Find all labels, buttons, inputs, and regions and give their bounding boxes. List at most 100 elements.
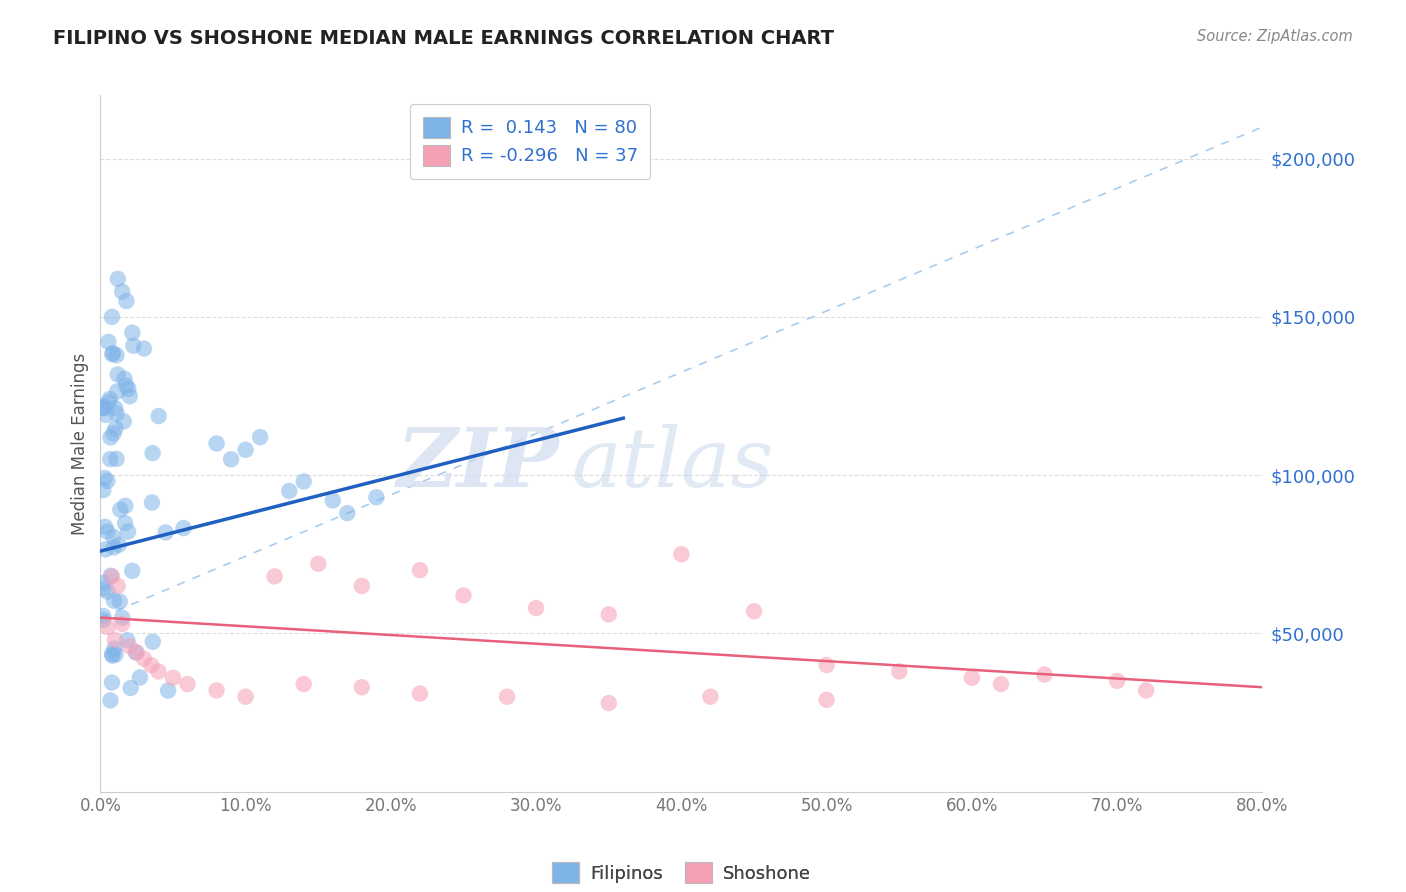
- Point: [141, 658, 163, 673]
- Point: [105, 348, 128, 362]
- Point: [98, 392, 121, 406]
- Point: [91, 483, 114, 497]
- Point: [101, 346, 124, 360]
- Point: [148, 665, 170, 679]
- Point: [292, 475, 315, 489]
- Point: [117, 633, 139, 648]
- Point: [100, 569, 122, 583]
- Text: atlas: atlas: [571, 425, 773, 504]
- Point: [103, 593, 125, 607]
- Point: [114, 499, 136, 513]
- Point: [104, 401, 127, 415]
- Point: [118, 639, 141, 653]
- Point: [278, 483, 301, 498]
- Point: [141, 495, 163, 509]
- Point: [1033, 667, 1056, 681]
- Point: [496, 690, 519, 704]
- Point: [91, 613, 114, 627]
- Point: [111, 616, 134, 631]
- Point: [101, 310, 124, 324]
- Point: [100, 693, 122, 707]
- Point: [111, 285, 134, 299]
- Point: [93, 400, 115, 414]
- Text: ZIP: ZIP: [396, 425, 560, 504]
- Point: [125, 645, 148, 659]
- Point: [205, 683, 228, 698]
- Point: [336, 506, 359, 520]
- Point: [176, 677, 198, 691]
- Point: [815, 693, 838, 707]
- Text: FILIPINO VS SHOSHONE MEDIAN MALE EARNINGS CORRELATION CHART: FILIPINO VS SHOSHONE MEDIAN MALE EARNING…: [53, 29, 834, 47]
- Point: [101, 569, 124, 583]
- Point: [96, 524, 118, 539]
- Point: [103, 530, 125, 544]
- Point: [101, 648, 124, 663]
- Point: [97, 620, 120, 634]
- Point: [94, 520, 117, 534]
- Point: [97, 584, 120, 599]
- Point: [97, 334, 120, 349]
- Point: [121, 326, 143, 340]
- Point: [107, 579, 129, 593]
- Point: [91, 582, 114, 596]
- Point: [1107, 673, 1129, 688]
- Point: [142, 634, 165, 648]
- Point: [101, 347, 124, 361]
- Point: [249, 430, 271, 444]
- Point: [157, 683, 180, 698]
- Point: [117, 524, 139, 539]
- Point: [118, 389, 141, 403]
- Point: [671, 547, 693, 561]
- Point: [114, 516, 136, 530]
- Point: [100, 430, 122, 444]
- Text: Source: ZipAtlas.com: Source: ZipAtlas.com: [1197, 29, 1353, 44]
- Point: [91, 401, 114, 416]
- Point: [598, 607, 620, 622]
- Point: [96, 474, 118, 488]
- Point: [104, 648, 127, 662]
- Point: [889, 665, 911, 679]
- Point: [108, 538, 131, 552]
- Point: [148, 409, 170, 423]
- Point: [742, 604, 765, 618]
- Point: [129, 670, 152, 684]
- Point: [292, 677, 315, 691]
- Point: [155, 525, 177, 540]
- Point: [322, 493, 344, 508]
- Point: [108, 594, 131, 608]
- Point: [107, 272, 129, 286]
- Point: [598, 696, 620, 710]
- Point: [990, 677, 1012, 691]
- Point: [103, 426, 125, 441]
- Point: [409, 687, 432, 701]
- Point: [350, 579, 373, 593]
- Point: [107, 368, 129, 382]
- Point: [235, 442, 257, 457]
- Point: [117, 382, 139, 396]
- Point: [235, 690, 257, 704]
- Point: [103, 641, 125, 656]
- Point: [205, 436, 228, 450]
- Point: [97, 395, 120, 409]
- Point: [162, 671, 184, 685]
- Point: [122, 339, 145, 353]
- Point: [94, 542, 117, 557]
- Point: [94, 408, 117, 422]
- Point: [101, 647, 124, 661]
- Point: [103, 541, 125, 555]
- Point: [105, 406, 128, 420]
- Point: [91, 575, 114, 590]
- Point: [104, 421, 127, 435]
- Point: [409, 563, 432, 577]
- Point: [115, 293, 138, 308]
- Point: [142, 446, 165, 460]
- Point: [263, 569, 285, 583]
- Point: [350, 680, 373, 694]
- Point: [111, 611, 134, 625]
- Point: [307, 557, 329, 571]
- Point: [115, 378, 138, 392]
- Point: [105, 451, 128, 466]
- Point: [453, 589, 475, 603]
- Point: [1135, 683, 1157, 698]
- Point: [366, 491, 388, 505]
